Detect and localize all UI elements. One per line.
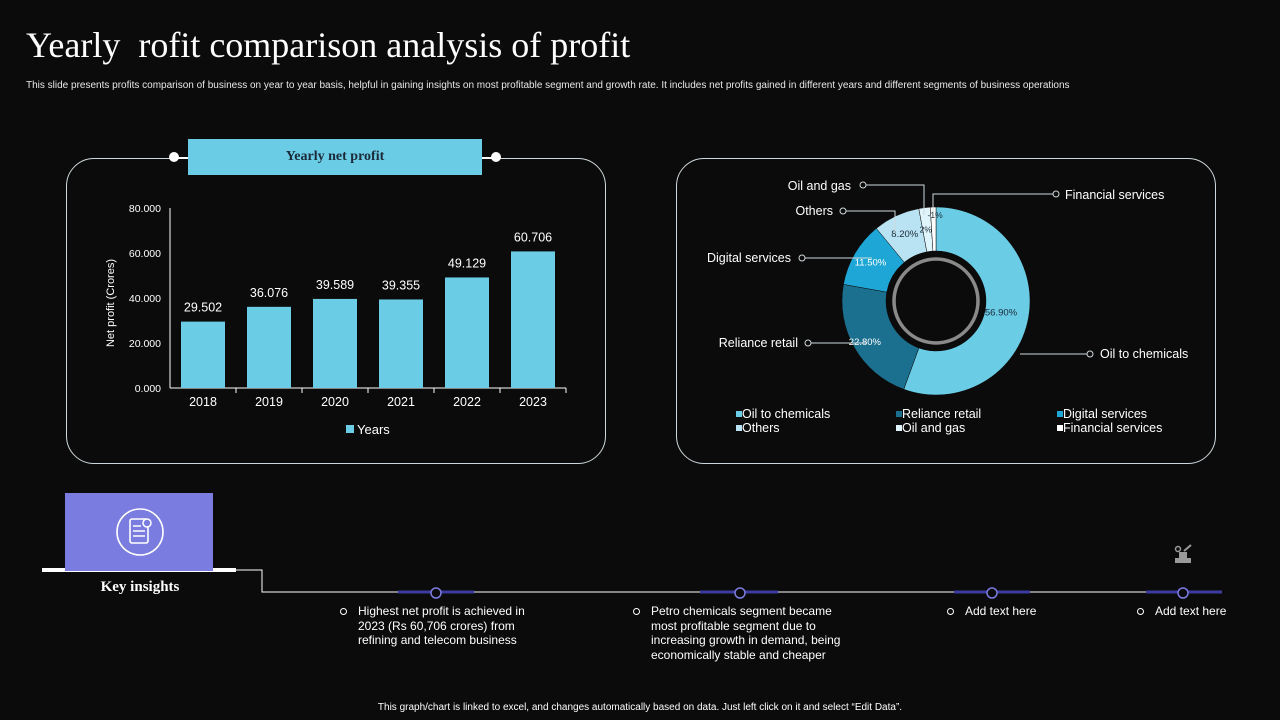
bar-chart-panel <box>66 158 606 464</box>
header-connector-left <box>174 157 188 159</box>
insight-icon-box <box>65 493 213 571</box>
bullet-icon <box>633 608 640 615</box>
insight-item-2: Petro chemicals segment became most prof… <box>633 604 861 662</box>
bullet-icon <box>1137 608 1144 615</box>
timeline-line <box>213 569 1222 593</box>
donut-chart-panel <box>676 158 1216 464</box>
document-insight-icon <box>116 508 164 556</box>
timeline-node-2 <box>734 587 746 599</box>
timeline-node-1 <box>430 587 442 599</box>
bar-chart-header: Yearly net profit <box>188 139 482 175</box>
timeline-node-4 <box>1177 587 1189 599</box>
header-dot-left <box>169 152 179 162</box>
insight-item-4: Add text here <box>1137 604 1265 619</box>
insight-item-1: Highest net profit is achieved in 2023 (… <box>340 604 548 648</box>
bullet-icon <box>340 608 347 615</box>
insight-item-3: Add text here <box>947 604 1075 619</box>
footer-note: This graph/chart is linked to excel, and… <box>377 702 903 713</box>
bullet-icon <box>947 608 954 615</box>
page-subtitle: This slide presents profits comparison o… <box>26 80 1070 91</box>
tools-icon <box>1174 544 1192 563</box>
key-insights-label: Key insights <box>100 579 180 595</box>
header-connector-right <box>482 157 496 159</box>
page-title: Yearly rofit comparison analysis of prof… <box>26 25 631 65</box>
header-dot-right <box>491 152 501 162</box>
timeline-node-3 <box>986 587 998 599</box>
